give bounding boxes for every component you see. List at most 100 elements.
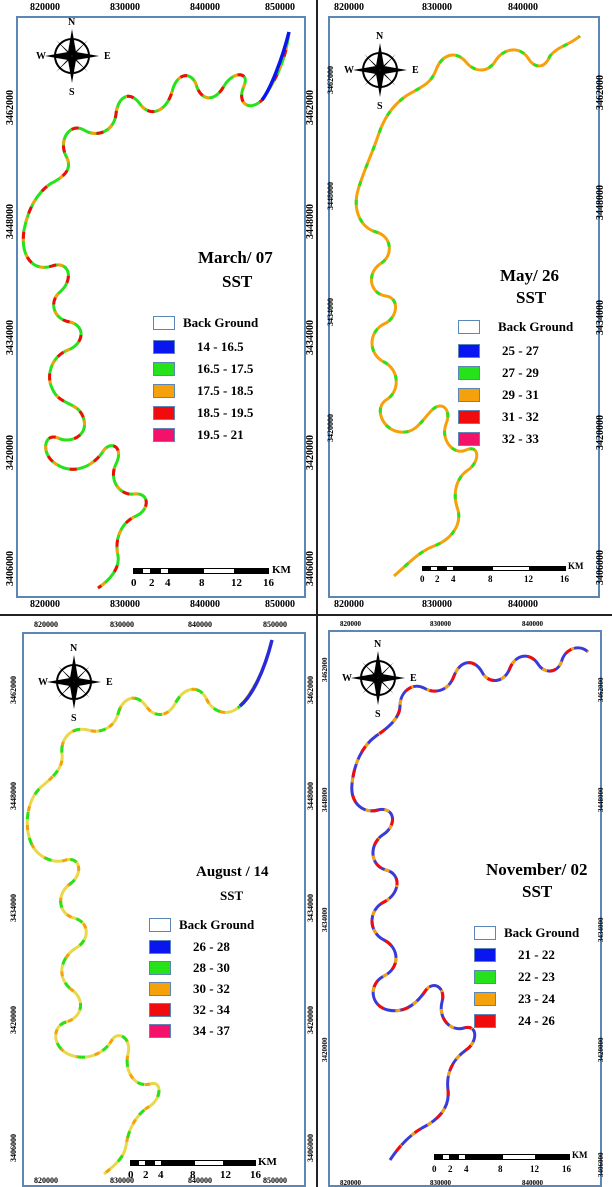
- river-course: [350, 646, 590, 1161]
- compass-n: N: [68, 17, 76, 28]
- x-tick: 830000: [110, 2, 140, 13]
- x-tick: 850000: [265, 2, 295, 13]
- scale-label: 4: [158, 1169, 164, 1181]
- river-sst-segment: [350, 646, 590, 1161]
- y-tick: 3420000: [5, 435, 16, 470]
- legend-label: 17.5 - 18.5: [197, 383, 254, 398]
- river-sst-segment: [260, 31, 291, 102]
- compass-w: W: [342, 673, 352, 684]
- map-frame: [328, 16, 600, 598]
- legend-swatch: [458, 320, 480, 334]
- scale-label: 8: [190, 1169, 196, 1181]
- north-arrow-icon: N S W E: [38, 644, 113, 724]
- y-tick: 3420000: [597, 1037, 605, 1063]
- compass-s: S: [375, 709, 381, 720]
- scale-segment: [133, 568, 142, 574]
- legend-label: 14 - 16.5: [197, 339, 244, 354]
- x-tick: 840000: [190, 2, 220, 13]
- y-tick: 3420000: [306, 1006, 315, 1034]
- scale-label: 4: [451, 574, 456, 584]
- x-tick: 830000: [430, 620, 451, 628]
- scale-label: 12: [220, 1169, 231, 1181]
- scale-segment: [438, 566, 446, 571]
- scale-bar: KM 0 2 4 8 12 16: [128, 1156, 305, 1184]
- compass-w: W: [36, 51, 46, 62]
- x-tick: 830000: [110, 620, 134, 629]
- y-tick: 3462000: [321, 657, 329, 683]
- map-panel-november: 820000 830000 840000 820000 830000 84000…: [318, 618, 612, 1187]
- legend-label: Back Ground: [179, 917, 255, 932]
- scale-label: 12: [524, 574, 533, 584]
- legend-swatch: [458, 366, 480, 380]
- legend-swatch: [474, 970, 496, 984]
- map-title: August / 14: [196, 864, 269, 880]
- map-frame: [22, 632, 306, 1187]
- legend-swatch: [153, 316, 175, 330]
- legend-swatch: [474, 948, 496, 962]
- legend-label: 16.5 - 17.5: [197, 361, 254, 376]
- scale-segment: [224, 1160, 256, 1166]
- scale-segment: [138, 1160, 146, 1166]
- compass-n: N: [376, 31, 384, 42]
- scale-label: 16: [560, 574, 569, 584]
- legend-swatch: [474, 926, 496, 940]
- map-subtitle: SST: [522, 882, 553, 901]
- scale-segment: [458, 1154, 466, 1160]
- y-tick: 3406000: [5, 551, 16, 586]
- legend-label: 27 - 29: [502, 365, 539, 380]
- y-tick: 3448000: [597, 787, 605, 813]
- y-tick: 3462000: [9, 676, 18, 704]
- legend-swatch: [149, 940, 171, 954]
- scale-segment: [502, 1154, 536, 1160]
- river-sst-segment: [21, 31, 291, 590]
- y-tick: 3448000: [9, 782, 18, 810]
- legend-label: 31 - 32: [502, 409, 539, 424]
- y-tick: 3462000: [5, 90, 16, 125]
- scale-label: 2: [435, 574, 440, 584]
- scale-segment: [450, 1154, 458, 1160]
- map-panel-august: 820000 830000 840000 850000 820000 83000…: [0, 618, 318, 1187]
- scale-segment: [169, 568, 203, 574]
- compass-e: E: [412, 65, 419, 76]
- scale-unit: KM: [568, 561, 584, 571]
- legend-label: 24 - 26: [518, 1013, 555, 1028]
- legend-label: 22 - 23: [518, 969, 555, 984]
- y-tick: 3462000: [305, 90, 316, 125]
- legend-label: 32 - 33: [502, 431, 539, 446]
- river-sst-segment: [21, 31, 291, 590]
- x-tick: 820000: [34, 620, 58, 629]
- legend-label: 25 - 27: [502, 343, 539, 358]
- map-frame: [328, 630, 602, 1187]
- legend-swatch: [149, 918, 171, 932]
- river-sst-segment: [238, 639, 274, 708]
- scale-label: 8: [199, 577, 205, 589]
- scale-label: 0: [420, 574, 425, 584]
- scale-segment: [442, 1154, 450, 1160]
- map-frame: [16, 16, 306, 598]
- legend-label: 34 - 37: [193, 1023, 230, 1038]
- river-sst-segment: [350, 646, 590, 1161]
- y-tick: 3434000: [326, 298, 335, 326]
- y-tick: 3434000: [597, 917, 605, 943]
- river-course: [21, 31, 291, 590]
- legend-swatch: [458, 432, 480, 446]
- y-tick: 3420000: [305, 435, 316, 470]
- scale-label: 0: [131, 577, 137, 589]
- river-sst-segment: [25, 639, 274, 1176]
- river-map: [350, 646, 590, 1161]
- legend-swatch: [458, 410, 480, 424]
- river-map: [25, 639, 274, 1176]
- legend-label: Back Ground: [498, 319, 574, 334]
- compass-w: W: [344, 65, 354, 76]
- legend-label: 21 - 22: [518, 947, 555, 962]
- north-arrow-icon: N S W E: [344, 32, 419, 112]
- x-tick: 830000: [430, 1179, 451, 1187]
- compass-n: N: [70, 643, 78, 654]
- scale-segment: [151, 568, 160, 574]
- scale-segment: [162, 1160, 194, 1166]
- scale-label: 2: [448, 1164, 453, 1174]
- map-title: May/ 26: [500, 266, 560, 285]
- scale-segment: [130, 1160, 138, 1166]
- x-tick: 820000: [34, 1176, 58, 1185]
- panel-divider: [0, 614, 612, 616]
